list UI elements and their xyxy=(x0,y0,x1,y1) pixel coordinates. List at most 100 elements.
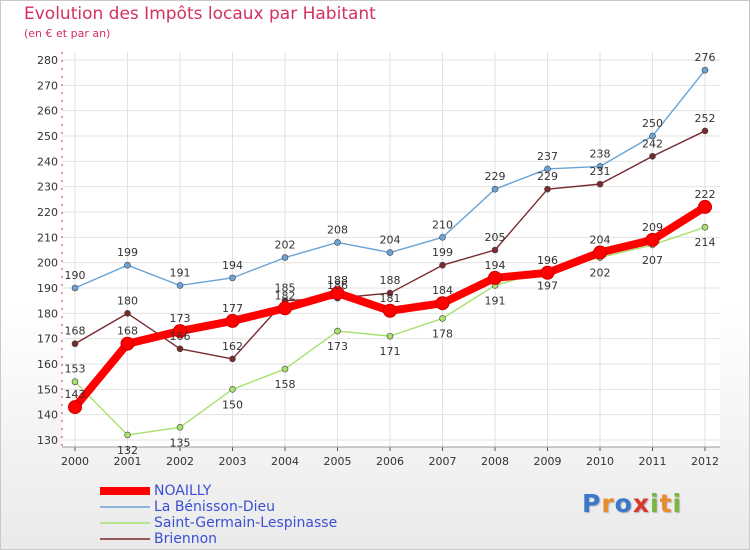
data-point xyxy=(281,365,289,373)
data-point xyxy=(71,378,79,386)
data-label: 202 xyxy=(590,267,611,280)
y-tick-label: 190 xyxy=(37,282,58,295)
data-point xyxy=(334,239,341,246)
x-tick-label: 2004 xyxy=(271,455,299,468)
x-tick-label: 2012 xyxy=(691,455,719,468)
data-point xyxy=(229,274,236,282)
logo-letter: P xyxy=(582,489,602,518)
logo-letter: o xyxy=(614,489,633,518)
y-tick-label: 220 xyxy=(37,206,58,219)
logo-letter: t xyxy=(659,489,673,518)
data-point xyxy=(229,355,236,363)
data-point xyxy=(491,246,499,254)
data-label: 177 xyxy=(222,302,243,315)
logo-letter: r xyxy=(601,489,615,518)
data-point xyxy=(439,234,446,241)
data-label: 194 xyxy=(222,259,243,272)
data-label: 153 xyxy=(65,363,86,376)
data-label: 184 xyxy=(432,284,453,297)
data-point xyxy=(71,284,79,292)
data-label: 199 xyxy=(117,246,138,259)
y-tick-label: 250 xyxy=(37,130,58,143)
y-tick-label: 210 xyxy=(37,231,58,244)
data-label: 173 xyxy=(327,340,348,353)
y-tick-label: 140 xyxy=(37,409,58,422)
data-label: 250 xyxy=(642,117,663,130)
logo-letter: i xyxy=(672,489,683,518)
data-point xyxy=(334,327,341,335)
data-point xyxy=(176,424,184,431)
data-label: 186 xyxy=(327,279,348,292)
data-label: 197 xyxy=(537,279,558,292)
data-label: 158 xyxy=(275,378,296,391)
legend-label-la-benisson-dieu: La Bénisson-Dieu xyxy=(154,499,276,515)
x-tick-label: 2005 xyxy=(324,455,352,468)
data-point xyxy=(330,286,345,301)
data-label: 168 xyxy=(117,325,138,338)
legend-swatch-briennon xyxy=(100,538,150,540)
y-tick-label: 270 xyxy=(37,79,58,92)
data-point xyxy=(383,303,397,318)
data-label: 171 xyxy=(380,345,401,358)
data-point xyxy=(491,185,499,193)
data-label: 188 xyxy=(327,274,348,287)
data-point xyxy=(68,400,82,415)
data-point xyxy=(386,249,394,256)
data-label: 238 xyxy=(590,147,611,160)
x-tick-label: 2011 xyxy=(639,455,667,468)
data-point xyxy=(439,261,446,269)
x-tick-label: 2003 xyxy=(219,455,247,468)
data-label: 191 xyxy=(170,266,191,279)
x-tick-label: 2006 xyxy=(376,455,404,468)
legend-label-briennon: Briennon xyxy=(154,531,218,547)
data-label: 166 xyxy=(170,330,191,343)
data-label: 214 xyxy=(695,236,716,249)
data-label: 199 xyxy=(432,246,453,259)
y-tick-label: 150 xyxy=(37,383,58,396)
x-tick-label: 2002 xyxy=(166,455,194,468)
data-label: 229 xyxy=(485,170,506,183)
data-point xyxy=(544,185,551,193)
chart-title: Evolution des Impôts locaux par Habitant xyxy=(24,4,376,24)
data-point xyxy=(386,332,394,340)
data-label: 182 xyxy=(275,289,296,302)
x-tick-label: 2001 xyxy=(114,455,142,468)
y-tick-label: 280 xyxy=(37,54,58,67)
data-point xyxy=(173,324,187,339)
data-label: 178 xyxy=(432,327,453,340)
y-tick-label: 130 xyxy=(37,434,58,447)
data-label: 180 xyxy=(117,294,138,307)
data-label: 143 xyxy=(65,388,86,401)
data-point xyxy=(176,345,184,353)
data-point xyxy=(229,386,236,393)
data-point xyxy=(435,296,450,311)
data-label: 185 xyxy=(275,282,296,295)
x-tick-label: 2008 xyxy=(481,455,509,468)
data-label: 162 xyxy=(222,340,243,353)
data-label: 242 xyxy=(642,137,663,150)
data-point xyxy=(701,223,709,231)
data-point xyxy=(596,163,604,170)
data-label: 209 xyxy=(642,221,663,234)
data-point xyxy=(596,180,604,188)
y-tick-label: 200 xyxy=(37,257,58,270)
x-tick-label: 2010 xyxy=(586,455,614,468)
data-label: 135 xyxy=(170,436,191,449)
data-label: 196 xyxy=(537,254,558,267)
data-label: 205 xyxy=(485,231,506,244)
x-tick-label: 2009 xyxy=(534,455,562,468)
data-label: 188 xyxy=(380,274,401,287)
logo-letter: x xyxy=(632,489,650,518)
data-label: 191 xyxy=(485,294,506,307)
chart-subtitle: (en € et par an) xyxy=(24,27,111,40)
data-point xyxy=(701,66,709,74)
data-point xyxy=(124,310,131,317)
data-label: 194 xyxy=(485,259,506,272)
legend-swatch-saint-germain-lespinasse xyxy=(100,522,150,524)
legend-label-noailly: NOAILLY xyxy=(154,483,212,499)
data-label: 210 xyxy=(432,218,453,231)
data-point xyxy=(439,315,446,322)
data-point xyxy=(701,127,709,135)
x-tick-label: 2000 xyxy=(61,455,89,468)
